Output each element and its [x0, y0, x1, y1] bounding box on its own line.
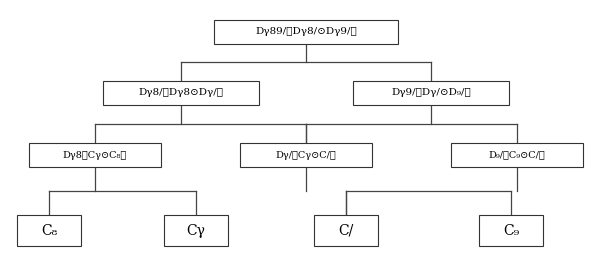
FancyBboxPatch shape	[451, 143, 583, 167]
FancyBboxPatch shape	[214, 20, 398, 44]
Text: C/: C/	[338, 224, 353, 237]
FancyBboxPatch shape	[313, 215, 378, 246]
FancyBboxPatch shape	[17, 215, 81, 246]
Text: Dγ9/ℓDγ/⊙D₉/ℓ: Dγ9/ℓDγ/⊙D₉/ℓ	[392, 88, 471, 97]
FancyBboxPatch shape	[164, 215, 228, 246]
Text: C₈: C₈	[41, 224, 57, 237]
FancyBboxPatch shape	[479, 215, 543, 246]
FancyBboxPatch shape	[29, 143, 160, 167]
FancyBboxPatch shape	[240, 143, 372, 167]
Text: Dγ8ℓCγ⊙C₈ℓ: Dγ8ℓCγ⊙C₈ℓ	[63, 151, 127, 160]
Text: Dγ89/ℓDγ8/⊙Dγ9/ℓ: Dγ89/ℓDγ8/⊙Dγ9/ℓ	[255, 27, 357, 36]
Text: C₉: C₉	[503, 224, 519, 237]
Text: Dγ8/ℓDγ8⊙Dγ/ℓ: Dγ8/ℓDγ8⊙Dγ/ℓ	[138, 88, 223, 97]
FancyBboxPatch shape	[102, 81, 258, 105]
FancyBboxPatch shape	[353, 81, 509, 105]
Text: Dγ/ℓCγ⊙C/ℓ: Dγ/ℓCγ⊙C/ℓ	[275, 151, 337, 160]
Text: Cγ: Cγ	[187, 224, 205, 237]
Text: D₉/ℓC₉⊙C/ℓ: D₉/ℓC₉⊙C/ℓ	[489, 151, 545, 160]
